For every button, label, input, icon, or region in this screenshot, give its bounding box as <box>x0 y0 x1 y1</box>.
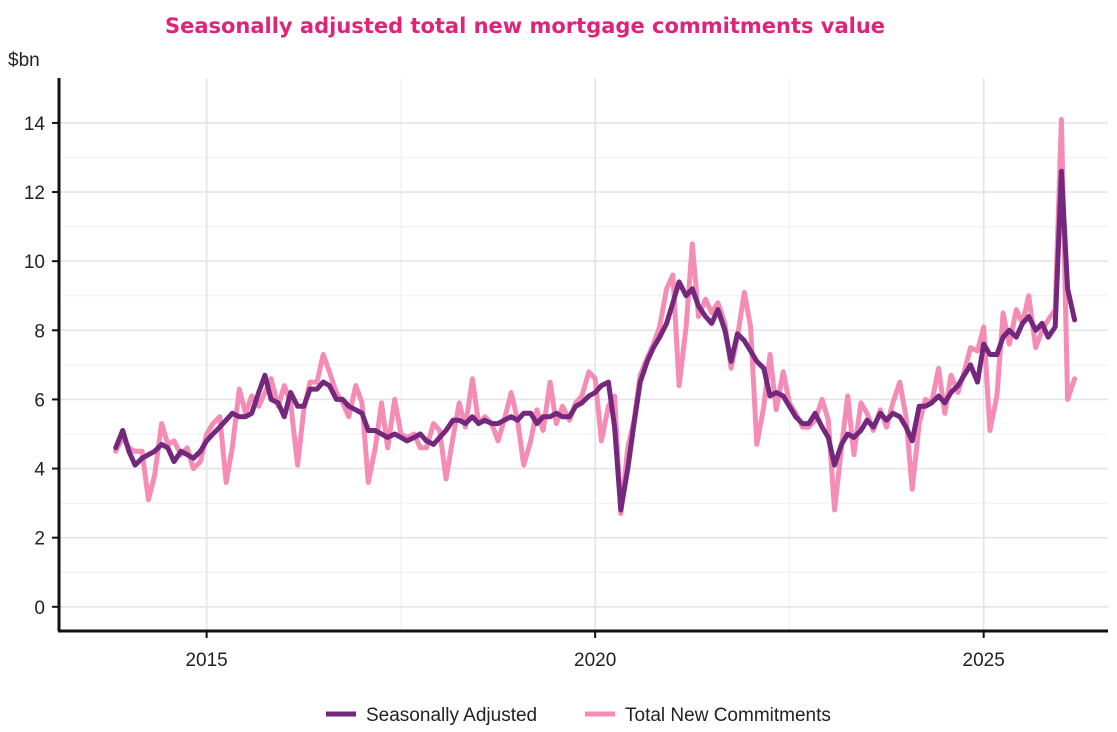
y-tick-label: 0 <box>34 598 45 619</box>
y-tick-label: 6 <box>34 390 45 411</box>
grid-minor <box>59 78 1108 631</box>
y-axis-label: $bn <box>8 50 40 71</box>
legend-label: Seasonally Adjusted <box>366 705 537 726</box>
series-seasonally-adjusted-line <box>113 168 1078 513</box>
y-tick-label: 14 <box>24 114 46 135</box>
y-tick-label: 8 <box>34 321 45 342</box>
grid-major <box>59 78 1108 631</box>
y-tick-label: 4 <box>34 460 45 481</box>
y-tick-label: 10 <box>24 252 45 273</box>
x-tick-labels: 2015 2020 2025 <box>185 631 1005 671</box>
series-layer <box>113 117 1078 516</box>
chart-title: Seasonally adjusted total new mortgage c… <box>165 14 885 38</box>
x-tick-label: 2025 <box>963 650 1005 671</box>
x-tick-label: 2015 <box>185 650 227 671</box>
y-tick-label: 2 <box>34 529 45 550</box>
x-tick-label: 2020 <box>574 650 616 671</box>
y-tick-labels: 0 2 4 6 8 10 12 14 <box>24 114 59 619</box>
series-total-new-commitments-line <box>113 117 1078 516</box>
legend: Seasonally Adjusted Total New Commitments <box>326 705 831 726</box>
legend-label: Total New Commitments <box>625 705 831 726</box>
y-tick-label: 12 <box>24 183 45 204</box>
legend-item-total-new-commitments: Total New Commitments <box>585 705 831 726</box>
legend-item-seasonally-adjusted: Seasonally Adjusted <box>326 705 537 726</box>
